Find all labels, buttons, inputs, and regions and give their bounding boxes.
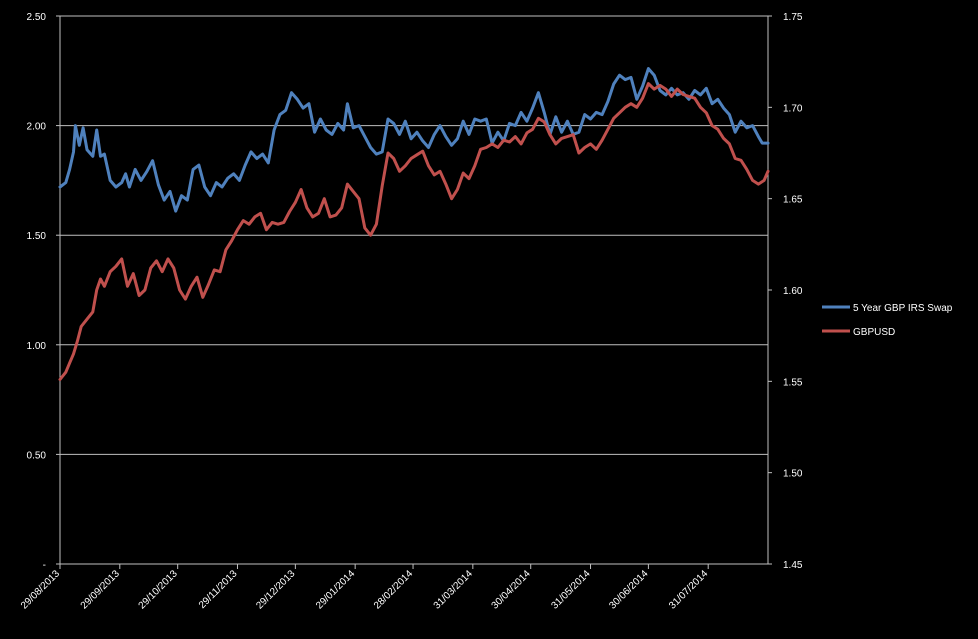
left-tick-label: 2.50	[27, 12, 47, 23]
x-tick-label: 29/08/2013	[19, 568, 62, 611]
x-tick-label: 31/07/2014	[667, 568, 710, 611]
left-tick-label: 0.50	[27, 450, 47, 461]
legend-label-1: GBPUSD	[853, 327, 895, 338]
x-tick-label: 29/10/2013	[137, 568, 180, 611]
x-tick-label: 29/01/2014	[314, 568, 357, 611]
x-tick-label: 30/06/2014	[607, 568, 650, 611]
right-tick-label: 1.70	[783, 103, 803, 114]
left-axis-ticks: - 0.50 1.00 1.50 2.00 2.50	[27, 12, 60, 571]
left-tick-label: 1.50	[27, 231, 47, 242]
right-axis-ticks: 1.45 1.50 1.55 1.60 1.65 1.70 1.75	[768, 12, 803, 571]
series-line-0	[58, 67, 770, 213]
x-tick-label: 29/11/2013	[197, 568, 240, 611]
right-tick-label: 1.45	[783, 560, 803, 571]
right-tick-label: 1.55	[783, 377, 803, 388]
x-tick-label: 30/04/2014	[490, 568, 533, 611]
series-line-1	[58, 82, 770, 381]
right-tick-label: 1.50	[783, 469, 803, 480]
right-tick-label: 1.75	[783, 12, 803, 23]
left-tick-label: -	[43, 560, 46, 571]
legend: 5 Year GBP IRS Swap GBPUSD	[822, 303, 953, 338]
axes	[59, 16, 769, 565]
x-axis-ticks: 29/08/2013 29/09/2013 29/10/2013 29/11/2013…	[19, 564, 711, 612]
gridlines	[60, 15, 768, 455]
left-tick-label: 2.00	[27, 122, 47, 133]
x-tick-label: 29/12/2013	[254, 568, 297, 611]
right-tick-label: 1.60	[783, 286, 803, 297]
right-tick-label: 1.65	[783, 195, 803, 206]
x-tick-label: 28/02/2014	[372, 568, 415, 611]
x-tick-label: 31/03/2014	[432, 568, 475, 611]
series-lines	[58, 67, 770, 381]
x-tick-label: 29/09/2013	[79, 568, 122, 611]
x-tick-label: 31/05/2014	[549, 568, 592, 611]
left-tick-label: 1.00	[27, 341, 47, 352]
legend-label-0: 5 Year GBP IRS Swap	[853, 303, 953, 314]
